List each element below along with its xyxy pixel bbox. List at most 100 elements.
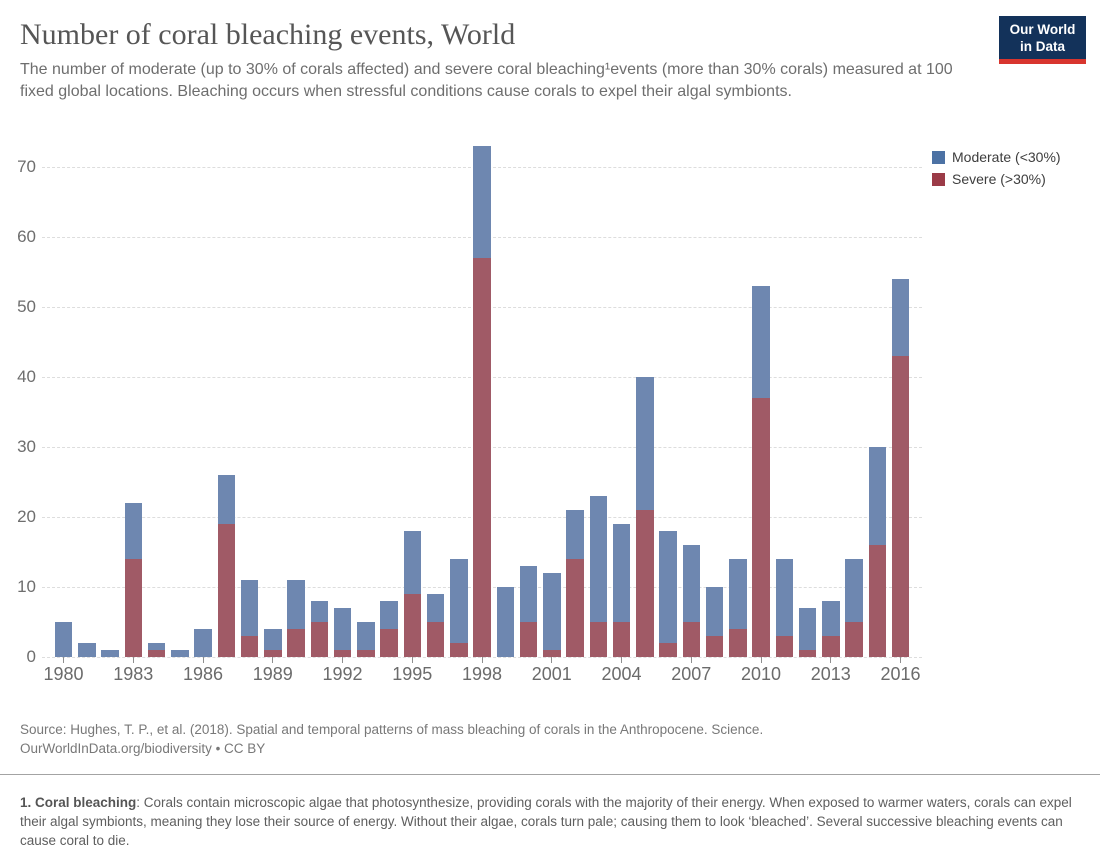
bar-segment-moderate[interactable] — [357, 622, 375, 650]
x-tick-label: 1989 — [252, 664, 293, 684]
bar-segment-moderate[interactable] — [612, 524, 631, 622]
bar-segment-severe[interactable] — [682, 622, 700, 657]
x-tick-mark — [202, 657, 204, 663]
bar-segment-moderate[interactable] — [589, 496, 607, 622]
legend-item-severe[interactable]: Severe (>30%) — [932, 168, 1061, 190]
legend-swatch-severe — [932, 172, 945, 186]
bar-segment-moderate[interactable] — [822, 601, 840, 636]
chart-legend: Moderate (<30%) Severe (>30%) — [932, 146, 1061, 190]
legend-item-moderate[interactable]: Moderate (<30%) — [932, 146, 1061, 168]
owid-logo-stripe — [999, 59, 1086, 64]
bar-segment-moderate[interactable] — [264, 629, 282, 650]
bar-segment-moderate[interactable] — [798, 608, 817, 650]
x-tick-mark — [621, 657, 622, 663]
bar-segment-moderate[interactable] — [519, 566, 538, 622]
bar-segment-moderate[interactable] — [705, 587, 724, 636]
bar-segment-severe[interactable] — [659, 643, 677, 657]
bar-segment-moderate[interactable] — [566, 510, 584, 559]
bar-segment-moderate[interactable] — [240, 580, 259, 636]
x-tick-label: 1992 — [322, 664, 363, 684]
bar-segment-moderate[interactable] — [450, 559, 468, 643]
x-tick-mark — [690, 657, 692, 663]
bar-segment-severe[interactable] — [868, 545, 886, 657]
x-tick-label: 2001 — [531, 664, 572, 684]
bar-segment-moderate[interactable] — [171, 650, 189, 657]
bar-segment-moderate[interactable] — [636, 377, 654, 510]
bar-segment-severe[interactable] — [543, 650, 561, 657]
bar-segment-severe[interactable] — [333, 650, 352, 657]
bar-segment-severe[interactable] — [217, 524, 235, 657]
y-tick-label: 10 — [17, 577, 36, 596]
bar-segment-moderate[interactable] — [496, 587, 514, 657]
x-tick-mark — [830, 657, 832, 663]
bar-segment-severe[interactable] — [589, 622, 607, 657]
x-tick-label: 1986 — [182, 664, 224, 684]
bar-segment-severe[interactable] — [845, 622, 863, 657]
source-text: Source: Hughes, T. P., et al. (2018). Sp… — [20, 720, 1060, 758]
x-tick-label: 1980 — [43, 664, 84, 684]
bar-segment-moderate[interactable] — [891, 279, 910, 356]
bar-segment-moderate[interactable] — [380, 601, 398, 629]
bar-segment-severe[interactable] — [264, 650, 282, 657]
bar-segment-moderate[interactable] — [426, 594, 445, 622]
bar-segment-severe[interactable] — [450, 643, 468, 657]
bar-segment-moderate[interactable] — [78, 643, 96, 657]
bar-segment-severe[interactable] — [566, 559, 584, 657]
bar-segment-severe[interactable] — [519, 622, 538, 657]
bar-segment-severe[interactable] — [357, 650, 375, 657]
x-tick-label: 2010 — [740, 664, 782, 684]
bar-segment-severe[interactable] — [636, 510, 654, 657]
bar-segment-moderate[interactable] — [287, 580, 305, 629]
x-tick-mark — [760, 657, 762, 663]
bar-segment-severe[interactable] — [310, 622, 328, 657]
bar-segment-severe[interactable] — [705, 636, 724, 657]
bar-segment-moderate[interactable] — [54, 622, 73, 657]
x-tick-mark — [900, 657, 901, 663]
bar-segment-severe[interactable] — [612, 622, 631, 657]
bar-segment-moderate[interactable] — [543, 573, 561, 650]
legend-swatch-moderate — [932, 150, 945, 164]
bar-segment-severe[interactable] — [891, 356, 910, 657]
bar-segment-moderate[interactable] — [659, 531, 677, 643]
bar-segment-severe[interactable] — [473, 258, 491, 657]
bar-segment-severe[interactable] — [798, 650, 817, 657]
x-tick-label: 2004 — [601, 664, 642, 684]
bar-segment-severe[interactable] — [752, 398, 770, 657]
bar-segment-severe[interactable] — [729, 629, 747, 657]
bar-segment-severe[interactable] — [426, 622, 445, 657]
source-line1: Source: Hughes, T. P., et al. (2018). Sp… — [20, 722, 764, 737]
bar-segment-severe[interactable] — [403, 594, 421, 657]
bar-segment-severe[interactable] — [822, 636, 840, 657]
x-tick-mark — [132, 657, 134, 663]
bar-segment-moderate[interactable] — [845, 559, 863, 622]
bar-segment-moderate[interactable] — [752, 286, 770, 398]
bar-segment-severe[interactable] — [240, 636, 259, 657]
source-link[interactable]: OurWorldInData.org/biodiversity • CC BY — [20, 741, 266, 756]
bar-segment-severe[interactable] — [380, 629, 398, 657]
x-tick-label: 2016 — [880, 664, 921, 684]
bar-segment-moderate[interactable] — [729, 559, 747, 629]
y-tick-label: 20 — [17, 507, 36, 526]
owid-logo-line1: Our World — [1009, 21, 1076, 37]
bar-segment-moderate[interactable] — [473, 146, 491, 258]
bar-segment-moderate[interactable] — [682, 545, 700, 622]
bar-segment-moderate[interactable] — [124, 503, 142, 559]
bar-segment-moderate[interactable] — [775, 559, 793, 636]
footnote: 1. Coral bleaching: Corals contain micro… — [20, 793, 1082, 850]
y-tick-label: 40 — [17, 367, 36, 386]
bar-segment-moderate[interactable] — [217, 475, 235, 524]
bar-segment-moderate[interactable] — [101, 650, 119, 657]
y-tick-label: 50 — [17, 297, 36, 316]
bar-segment-severe[interactable] — [147, 650, 166, 657]
bar-segment-moderate[interactable] — [194, 629, 212, 657]
bar-segment-moderate[interactable] — [403, 531, 421, 594]
bar-segment-severe[interactable] — [775, 636, 793, 657]
bar-segment-moderate[interactable] — [333, 608, 352, 650]
bar-segment-severe[interactable] — [287, 629, 305, 657]
bar-segment-moderate[interactable] — [868, 447, 886, 545]
bar-segment-severe[interactable] — [124, 559, 142, 657]
bar-segment-moderate[interactable] — [147, 643, 166, 650]
footer-divider — [0, 774, 1100, 775]
x-tick-mark — [481, 657, 483, 663]
bar-segment-moderate[interactable] — [310, 601, 328, 622]
